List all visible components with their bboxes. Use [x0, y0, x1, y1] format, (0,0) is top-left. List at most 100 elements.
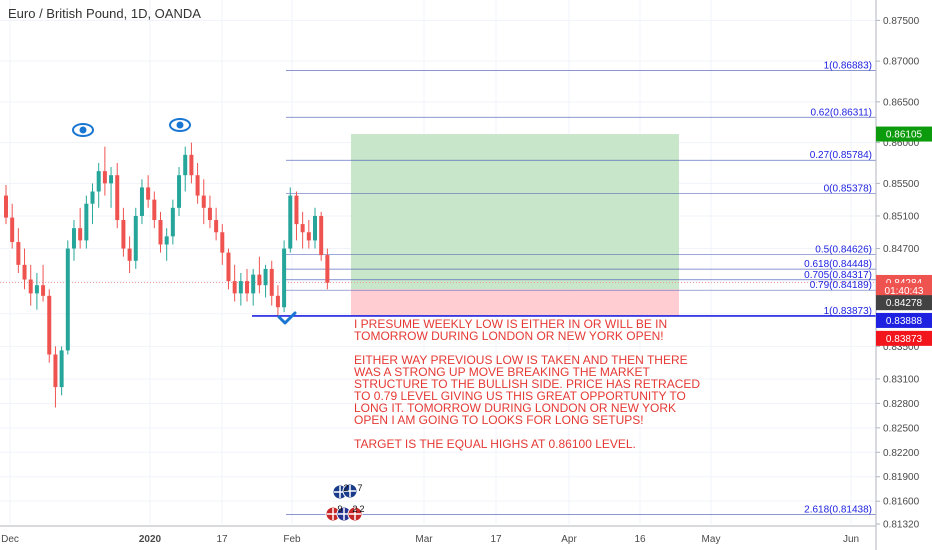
target-zone: [351, 134, 679, 290]
price-tag-box: [876, 312, 932, 328]
event-count: 9: [337, 504, 342, 514]
event-count: 2: [352, 504, 357, 514]
price-tick-label: 0.86500: [883, 97, 920, 108]
candle-body: [84, 203, 89, 241]
candle-body: [201, 195, 206, 208]
candle-body: [306, 232, 311, 241]
price-tick-label: 0.81900: [883, 472, 920, 483]
price-tag-box: [876, 295, 932, 311]
candle-body: [22, 264, 27, 280]
price-tick-label: 0.83100: [883, 374, 920, 385]
price-tick-label: 0.83500: [883, 342, 920, 353]
price-tick-label: 0.87000: [883, 57, 920, 68]
stop-zone: [351, 289, 679, 316]
candle-body: [226, 252, 231, 282]
position-zones: [0, 134, 876, 316]
candle-body: [78, 228, 83, 241]
candle-body: [16, 242, 21, 265]
time-tick-label: 16: [634, 534, 646, 545]
uk-flag-icon: [347, 506, 363, 522]
fib-level-label: 0.5(0.84626): [815, 245, 872, 256]
analysis-note: I PRESUME WEEKLY LOW IS EITHER IN OR WIL…: [354, 318, 704, 462]
candle-body: [207, 207, 212, 221]
candle-body: [102, 171, 107, 184]
fib-level-label: 0(0.85378): [824, 183, 872, 194]
candle-body: [300, 224, 305, 233]
time-axis[interactable]: Dec 2020 17 Feb Mar 17 Apr 16 May Jun: [0, 525, 876, 545]
candle-body: [115, 175, 120, 221]
candle-body: [325, 255, 330, 283]
candle-body: [189, 154, 194, 176]
candle-body: [41, 285, 46, 296]
time-tick-label: Dec: [1, 534, 19, 545]
eye-icon: [72, 123, 94, 137]
candle-body: [53, 354, 58, 388]
candle-body: [232, 281, 237, 294]
time-tick-label: 17: [490, 534, 502, 545]
fib-level-label: 1(0.83873): [824, 306, 872, 317]
candle-body: [313, 215, 317, 241]
price-tag-label: 0.83873: [886, 334, 923, 345]
candle-body: [294, 195, 299, 225]
price-tag-box: [876, 330, 932, 346]
candle-body: [257, 274, 262, 286]
candle-body: [59, 350, 64, 388]
grid-lines: [0, 0, 876, 524]
candle-body: [158, 220, 163, 245]
eye-icon: [169, 118, 191, 132]
candlestick-series: [4, 142, 330, 408]
candle-body: [4, 195, 8, 218]
candle-body: [282, 248, 287, 308]
candle-body: [170, 207, 175, 237]
price-tick-label: 0.85100: [883, 211, 920, 222]
candle-body: [71, 228, 76, 249]
candle-body: [96, 171, 101, 192]
price-tag-label: 0.83888: [886, 316, 923, 327]
note-paragraph-1: I PRESUME WEEKLY LOW IS EITHER IN OR WIL…: [354, 317, 668, 343]
candle-body: [133, 215, 138, 261]
candle-body: [183, 154, 188, 176]
time-tick-label: Mar: [415, 534, 433, 545]
price-tag-box: [876, 126, 932, 142]
candle-body: [214, 220, 219, 233]
price-tick-label: 0.82800: [883, 399, 920, 410]
eye-outline: [169, 118, 191, 132]
eye-pupil: [176, 121, 184, 129]
time-tick-label: Apr: [561, 534, 577, 545]
note-paragraph-2: EITHER WAY PREVIOUS LOW IS TAKEN AND THE…: [354, 353, 701, 427]
eye-pupil: [79, 126, 87, 134]
price-tick-label: 0.86000: [883, 138, 920, 149]
fib-level-label: 0.79(0.84189): [810, 280, 872, 291]
price-tick-label: 0.87500: [883, 16, 920, 27]
candle-body: [269, 268, 274, 296]
chart-title: Euro / British Pound, 1D, OANDA: [8, 6, 201, 21]
candle-body: [34, 285, 39, 294]
candle-body: [139, 187, 144, 216]
candle-body: [164, 236, 169, 245]
fib-level-label: 0.618(0.84448): [804, 259, 872, 270]
candle-body: [10, 217, 15, 243]
candle-body: [319, 215, 324, 256]
event-count: 2: [359, 504, 364, 514]
candle-body: [245, 281, 250, 294]
price-tick-label: 0.84700: [883, 244, 920, 255]
candle-body: [177, 175, 182, 208]
eu-flag-icon: [342, 483, 358, 499]
candle-body: [152, 199, 157, 221]
price-tick-label: 0.82200: [883, 448, 920, 459]
candle-body: [251, 274, 256, 294]
price-tick-label: 0.81320: [883, 520, 920, 531]
fibonacci-levels[interactable]: 1(0.86883) 0.62(0.86311) 0.27(0.85784) 0(0.…: [252, 61, 876, 516]
price-tags: 0.861050.8428401:40:430.842780.838880.83…: [876, 126, 932, 346]
event-count: 2: [343, 483, 348, 493]
candle-body: [47, 295, 52, 355]
fib-level-label: 0.27(0.85784): [810, 150, 872, 161]
checkmark-icon: [277, 311, 297, 325]
event-count: 7: [357, 483, 362, 493]
time-tick-label: Jun: [843, 534, 859, 545]
candle-body: [121, 220, 126, 249]
candle-body: [220, 232, 225, 253]
candle-body: [28, 279, 33, 294]
time-tick-label: 2020: [139, 534, 162, 545]
